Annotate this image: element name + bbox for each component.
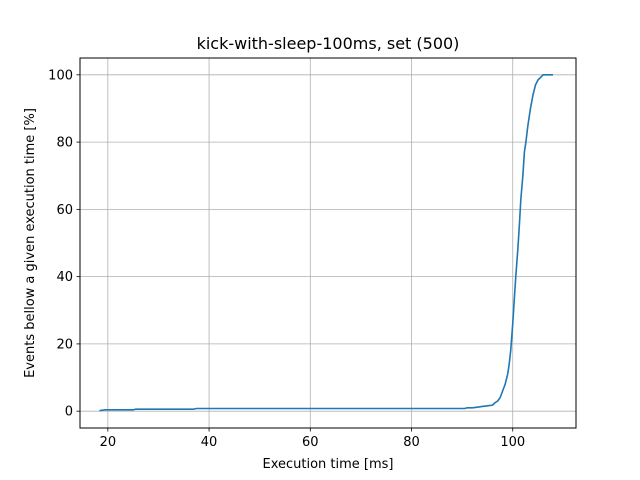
ticks: 20 40 60 80 100 0 20 40 60 80 100 xyxy=(48,68,525,450)
x-tick-label: 80 xyxy=(403,435,420,450)
y-tick-label: 80 xyxy=(56,136,73,151)
grid xyxy=(80,58,576,428)
series-line xyxy=(99,74,554,412)
y-axis-label: Events bellow a given execution time [%] xyxy=(23,108,38,378)
x-tick-label: 40 xyxy=(201,435,218,450)
plot-frame xyxy=(79,57,577,429)
y-tick-label: 100 xyxy=(48,68,73,83)
y-tick-label: 0 xyxy=(65,405,73,420)
y-tick-label: 40 xyxy=(56,270,73,285)
x-tick-label: 20 xyxy=(100,435,117,450)
y-tick-label: 20 xyxy=(56,337,73,352)
chart-title: kick-with-sleep-100ms, set (500) xyxy=(197,34,460,53)
series-layer xyxy=(99,74,554,412)
x-axis-label: Execution time [ms] xyxy=(262,457,393,472)
plot-area xyxy=(80,58,576,428)
y-tick-label: 60 xyxy=(56,203,73,218)
x-tick-label: 100 xyxy=(500,435,525,450)
x-tick-label: 60 xyxy=(302,435,319,450)
